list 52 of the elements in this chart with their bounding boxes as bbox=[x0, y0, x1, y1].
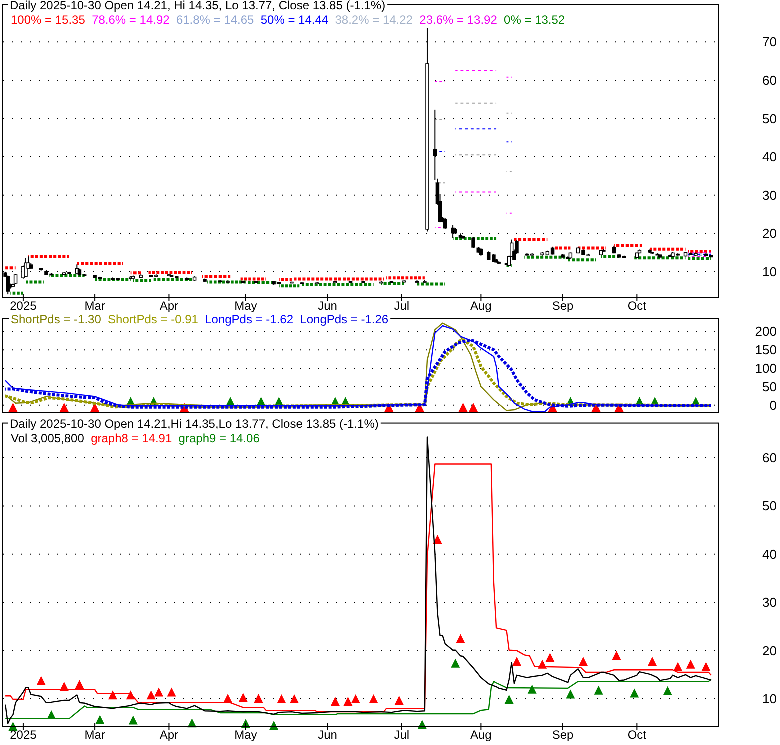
text: graph9 = 14.06 bbox=[178, 431, 260, 446]
y-tick-label: 10 bbox=[762, 264, 777, 280]
x-tick-label: 2025 bbox=[10, 299, 38, 313]
y-tick-label: 40 bbox=[762, 150, 777, 165]
text: 78.6% = 14.92 bbox=[92, 13, 170, 27]
y-tick-label: 100 bbox=[755, 361, 777, 376]
text: 23.6% = 13.92 bbox=[420, 13, 498, 27]
x-tick-label: Jun bbox=[318, 299, 338, 313]
chart-title: Daily 2025-10-30 Open 14.21,Hi 14.35,Lo 13.77, Close 13.85 (-1.1%) bbox=[10, 416, 379, 431]
y-tick-label: 30 bbox=[762, 188, 777, 203]
y-tick-label: 70 bbox=[762, 34, 777, 50]
text: 50% = 14.44 bbox=[260, 13, 329, 27]
x-tick-label: Sep bbox=[552, 728, 574, 742]
y-tick-label: 40 bbox=[762, 546, 777, 562]
x-tick-label: Jul bbox=[394, 299, 410, 313]
x-tick-label: Jul bbox=[394, 728, 410, 742]
y-tick-label: 20 bbox=[762, 226, 777, 242]
text: ShortPds = -0.91 bbox=[108, 312, 199, 326]
text: graph8 = 14.91 bbox=[91, 431, 172, 446]
y-tick-label: 200 bbox=[755, 324, 777, 340]
x-tick-label: Jun bbox=[318, 728, 338, 742]
y-tick-label: 10 bbox=[762, 692, 777, 707]
text: ShortPds = -1.30 bbox=[11, 312, 102, 326]
text: Vol 3,005,800 bbox=[11, 431, 85, 446]
x-tick-label: Sep bbox=[552, 299, 574, 313]
x-tick-label: Aug bbox=[470, 299, 492, 313]
x-tick-label: May bbox=[234, 728, 258, 742]
chart-title: Daily 2025-10-30 Open 14.21, Hi 14.35, Lo 13.77, Close 13.85 (-1.1%) bbox=[10, 0, 386, 12]
x-tick-label: Mar bbox=[84, 728, 106, 742]
x-tick-label: Apr bbox=[160, 299, 179, 313]
x-tick-label: Aug bbox=[470, 728, 492, 742]
text: 61.8% = 14.65 bbox=[176, 13, 255, 27]
y-tick-label: 0 bbox=[770, 398, 777, 413]
text: LongPds = -1.62 bbox=[205, 312, 294, 326]
y-tick-label: 150 bbox=[755, 342, 777, 358]
y-tick-label: 50 bbox=[762, 498, 777, 514]
y-tick-label: 50 bbox=[762, 111, 777, 126]
text: LongPds = -1.26 bbox=[300, 312, 389, 326]
text: 38.2% = 14.22 bbox=[335, 13, 414, 27]
y-tick-label: 30 bbox=[762, 595, 777, 610]
x-tick-label: Oct bbox=[628, 728, 648, 742]
x-tick-label: Apr bbox=[160, 728, 179, 742]
y-tick-label: 60 bbox=[762, 450, 777, 466]
x-tick-label: 2025 bbox=[10, 728, 38, 742]
x-tick-label: May bbox=[234, 299, 258, 313]
y-tick-label: 50 bbox=[762, 379, 777, 394]
x-tick-label: Oct bbox=[628, 299, 648, 313]
y-tick-label: 60 bbox=[762, 72, 777, 88]
text: 0% = 13.52 bbox=[504, 13, 566, 27]
y-tick-label: 20 bbox=[762, 643, 777, 658]
text: 100% = 15.35 bbox=[11, 13, 86, 27]
x-tick-label: Mar bbox=[84, 299, 106, 313]
